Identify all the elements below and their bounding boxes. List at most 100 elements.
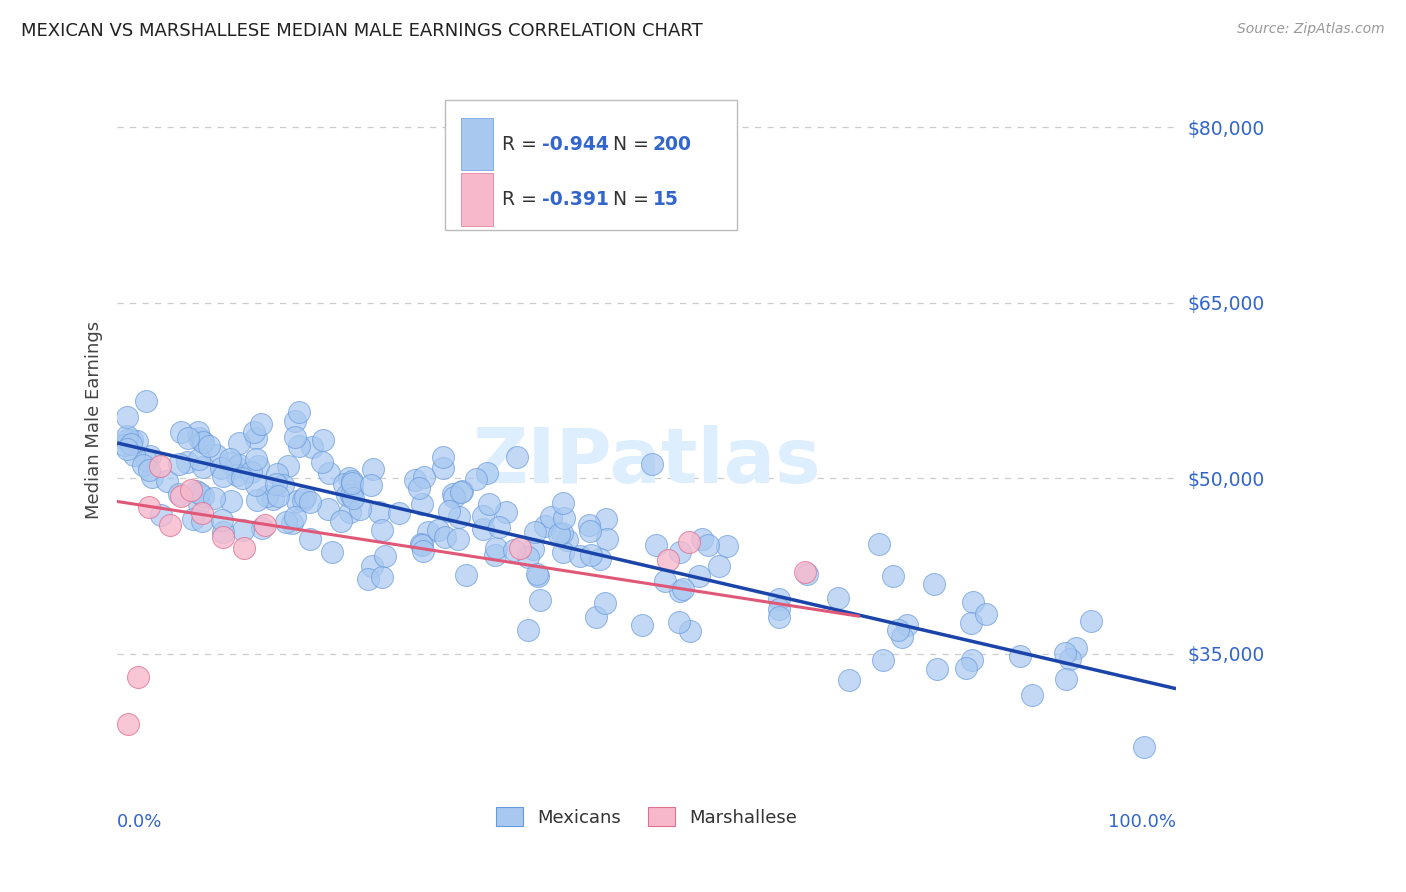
Point [960,616,983,631]
Point [882,569,904,583]
Point [432,450,454,464]
Point [371,570,394,584]
Point [212,530,235,544]
Point [690,532,713,546]
Point [254,517,277,532]
Point [413,470,436,484]
Point [138,500,160,515]
Point [135,453,157,467]
Point [516,623,538,637]
Point [1059,652,1081,666]
Point [1080,614,1102,628]
Text: -0.391: -0.391 [541,190,609,209]
Point [231,471,253,485]
Text: N =: N = [613,190,655,209]
Point [426,524,449,538]
Point [450,485,472,500]
Point [117,716,139,731]
Point [312,433,335,447]
Point [132,458,155,472]
Point [631,618,654,632]
Point [135,394,157,409]
Point [159,517,181,532]
Point [485,541,508,555]
Point [388,506,411,520]
Point [321,544,343,558]
Point [233,541,256,556]
Point [205,448,228,462]
Point [337,471,360,485]
Point [502,543,524,558]
Point [292,493,315,508]
Point [333,476,356,491]
Point [416,524,439,539]
Point [301,440,323,454]
Point [593,596,616,610]
Point [506,450,529,465]
Point [186,483,208,498]
Point [250,521,273,535]
Point [187,485,209,500]
Point [127,670,149,684]
Point [167,457,190,471]
Point [433,530,456,544]
Point [1064,641,1087,656]
Point [262,491,284,506]
Point [187,431,209,445]
Point [141,470,163,484]
Point [408,481,430,495]
Point [374,549,396,563]
Point [115,410,138,425]
Point [409,537,432,551]
Point [553,510,575,524]
Point [115,442,138,457]
Point [181,512,204,526]
Point [342,475,364,490]
Point [245,478,267,492]
Point [896,617,918,632]
Text: MEXICAN VS MARSHALLESE MEDIAN MALE EARNINGS CORRELATION CHART: MEXICAN VS MARSHALLESE MEDIAN MALE EARNI… [21,22,703,40]
Point [371,524,394,538]
Point [139,449,162,463]
Point [495,505,517,519]
Point [122,448,145,462]
Point [551,544,574,558]
Point [925,662,948,676]
Point [285,494,308,508]
Point [170,425,193,440]
Point [340,475,363,489]
Point [112,437,135,451]
Point [169,486,191,500]
Point [247,458,270,473]
Point [509,541,531,556]
Point [654,574,676,588]
FancyBboxPatch shape [461,173,494,226]
Point [176,454,198,468]
Point [211,525,233,540]
Point [922,577,945,591]
Point [316,502,339,516]
Point [177,431,200,445]
Point [148,459,170,474]
Point [443,490,465,504]
Point [149,508,172,523]
Text: 200: 200 [652,135,692,153]
Text: R =: R = [502,135,543,153]
Point [679,624,702,639]
Point [212,469,235,483]
Point [526,568,548,582]
Point [360,478,382,492]
Point [245,432,267,446]
Point [522,542,544,557]
Point [299,533,322,547]
Point [191,435,214,450]
Point [256,489,278,503]
Point [595,511,617,525]
Point [121,433,143,447]
Point [361,462,384,476]
Point [955,661,977,675]
Point [478,497,501,511]
Point [311,455,333,469]
Point [225,460,247,475]
Point [340,488,363,502]
